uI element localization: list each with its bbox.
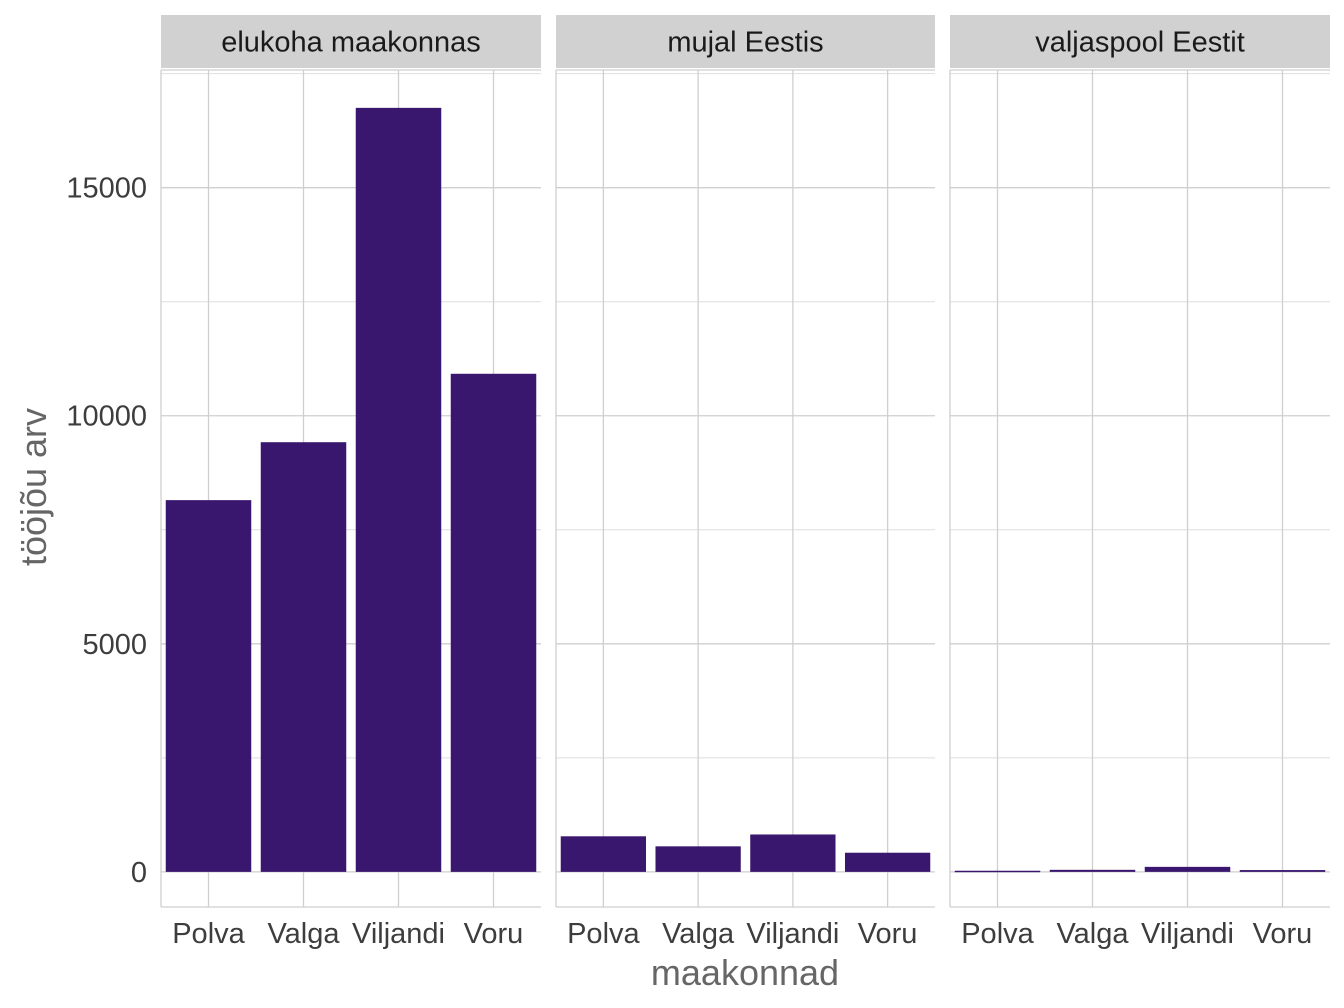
x-tick-label: Viljandi	[352, 918, 445, 950]
panel-3	[949, 69, 1330, 908]
bar-viljandi-1	[355, 107, 442, 872]
bar-polva-1	[165, 500, 252, 872]
facet-strips: elukoha maakonnas mujal Eestis valjaspool …	[161, 15, 1330, 68]
facet-strip-bg	[161, 15, 541, 68]
y-tick-label: 0	[131, 857, 147, 889]
bar-viljandi-3	[1144, 866, 1231, 872]
x-tick-label: Viljandi	[1141, 918, 1234, 950]
bar-voru-2	[844, 852, 931, 872]
y-tick-label: 5000	[82, 629, 147, 661]
panel-2	[555, 69, 935, 908]
facet-strip-bg	[556, 15, 935, 68]
bar-polva-2	[560, 836, 647, 872]
x-tick-label: Valga	[1056, 918, 1129, 950]
x-axis-title: maakonnad	[651, 952, 839, 993]
x-tick-label: Voru	[464, 918, 524, 950]
facet-strip-bg	[950, 15, 1330, 68]
facet-strip-label: mujal Eestis	[667, 27, 823, 59]
facet-strip-label: valjaspool Eestit	[1035, 27, 1245, 59]
bar-valga-3	[1049, 869, 1136, 872]
x-axis-ticks: Polva Valga Viljandi Voru Polva Valga Viljandi…	[172, 918, 1312, 950]
x-tick-label: Viljandi	[746, 918, 839, 950]
x-tick-label: Voru	[858, 918, 918, 950]
bar-valga-1	[260, 442, 347, 872]
x-tick-label: Valga	[267, 918, 340, 950]
facet-strip-label: elukoha maakonnas	[221, 27, 481, 59]
x-tick-label: Polva	[567, 918, 640, 950]
y-axis-title: tööjõu arv	[13, 408, 54, 566]
bar-valga-2	[655, 846, 741, 872]
bar-voru-1	[450, 373, 537, 872]
bars-layer	[165, 107, 1326, 873]
x-tick-label: Valga	[662, 918, 735, 950]
bar-voru-3	[1239, 870, 1326, 872]
y-tick-label: 15000	[66, 173, 147, 205]
bar-viljandi-2	[750, 834, 836, 872]
x-tick-label: Polva	[961, 918, 1034, 950]
x-tick-label: Voru	[1253, 918, 1313, 950]
bar-polva-3	[954, 870, 1041, 873]
x-tick-label: Polva	[172, 918, 245, 950]
y-tick-label: 10000	[66, 401, 147, 433]
y-axis-ticks: 0 5000 10000 15000	[66, 173, 147, 889]
